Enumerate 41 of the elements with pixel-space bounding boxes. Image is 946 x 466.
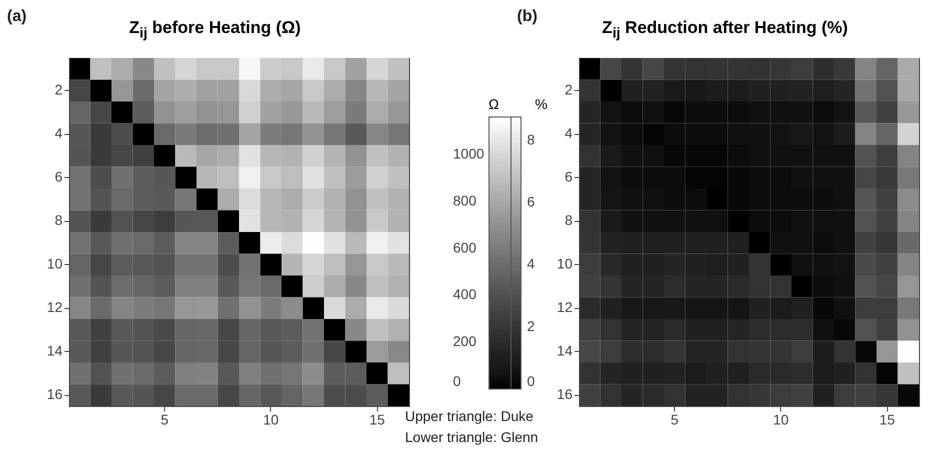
x-tick-label: 5 bbox=[670, 412, 679, 428]
color-bar-label: 4 bbox=[527, 256, 535, 272]
y-tick-label: 16 bbox=[46, 386, 63, 402]
y-tick-label: 16 bbox=[556, 386, 573, 402]
x-tick-label: 10 bbox=[773, 412, 789, 428]
y-tick-label: 8 bbox=[54, 212, 63, 228]
text: (b) bbox=[517, 8, 538, 26]
color-bar-title: Ω bbox=[488, 96, 499, 112]
text: Lower triangle: Glenn bbox=[405, 429, 538, 445]
y-tick-label: 12 bbox=[46, 299, 63, 316]
y-tick-label: 4 bbox=[564, 125, 573, 142]
color-bar-title: % bbox=[535, 96, 548, 112]
color-bar-label: 200 bbox=[453, 333, 477, 350]
color-bar-label: 2 bbox=[527, 318, 535, 334]
x-tick-label: 15 bbox=[879, 412, 896, 428]
chart-title: Z$_{ij}$ Reduction after Heating (%) bbox=[601, 18, 849, 42]
text: Upper triangle: Duke bbox=[405, 408, 534, 424]
color-bar-label: 800 bbox=[453, 192, 477, 208]
y-tick-label: 12 bbox=[556, 299, 573, 316]
y-tick-label: 2 bbox=[54, 82, 63, 98]
y-tick-label: 2 bbox=[564, 82, 573, 98]
y-tick-label: 8 bbox=[564, 212, 573, 228]
color-bar-label: 6 bbox=[527, 193, 535, 210]
color-bar-label: 400 bbox=[453, 286, 477, 302]
y-tick-label: 4 bbox=[54, 125, 63, 142]
chart-title: Z$_{ij}$ before Heating (Ω) bbox=[128, 18, 302, 42]
y-tick-label: 6 bbox=[564, 168, 573, 185]
color-bar-label: 0 bbox=[453, 373, 461, 389]
y-tick-label: 10 bbox=[556, 256, 573, 272]
y-tick-label: 14 bbox=[556, 342, 573, 359]
color-bar-label: 8 bbox=[527, 131, 535, 148]
color-bar-label: 0 bbox=[527, 373, 535, 389]
color-bar-label: 1000 bbox=[453, 146, 484, 162]
y-tick-label: 6 bbox=[54, 168, 63, 185]
x-tick-label: 15 bbox=[369, 412, 386, 428]
y-tick-label: 10 bbox=[46, 256, 63, 272]
color-bar-label: 600 bbox=[453, 239, 477, 256]
y-tick-label: 14 bbox=[46, 342, 63, 359]
x-tick-label: 10 bbox=[263, 412, 279, 428]
text: (a) bbox=[7, 8, 27, 26]
x-tick-label: 5 bbox=[160, 412, 169, 428]
